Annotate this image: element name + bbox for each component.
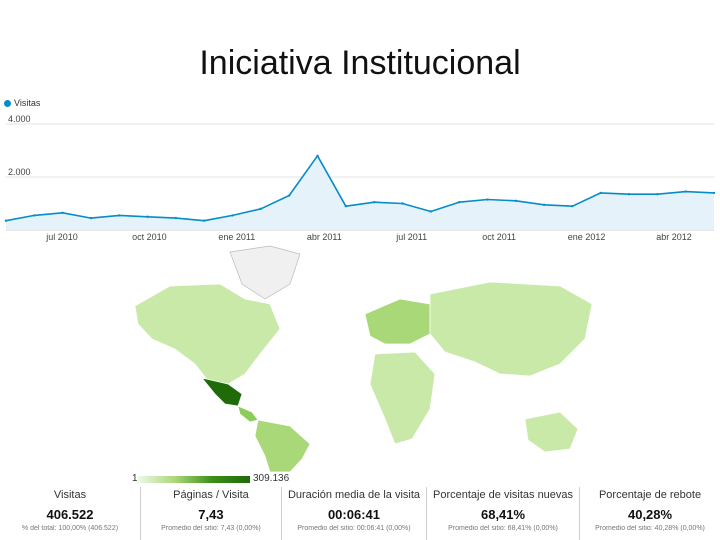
metric-subtext: % del total: 100,00% (406.522) <box>21 525 119 532</box>
data-point <box>146 215 149 218</box>
x-tick-label: jul 2010 <box>45 232 78 242</box>
data-point <box>316 154 319 157</box>
series-line <box>5 155 715 222</box>
metric-avg-duration[interactable]: Duración media de la visita 00:06:41 Pro… <box>282 487 428 540</box>
scale-min-label: 1 <box>132 473 138 484</box>
x-tick-label: oct 2010 <box>132 232 167 242</box>
data-point <box>344 204 348 208</box>
metric-value: 68,41% <box>480 507 526 522</box>
data-point <box>571 204 574 208</box>
metric-label: Porcentaje de rebote <box>598 489 702 501</box>
scale-max-label: 309.136 <box>253 473 290 484</box>
metric-label: Páginas / Visita <box>173 489 249 501</box>
metric-new-visits[interactable]: Porcentaje de visitas nuevas 68,41% Prom… <box>427 487 581 540</box>
world-map[interactable] <box>130 244 600 473</box>
data-point <box>457 200 461 204</box>
data-point <box>174 216 178 220</box>
data-point <box>288 194 291 197</box>
data-point <box>486 198 489 201</box>
data-point <box>401 202 404 205</box>
metric-subtext: Promedio del sitio: 00:06:41 (0,00%) <box>297 525 411 532</box>
map-region-central-america <box>237 405 259 423</box>
data-point <box>203 219 206 222</box>
map-region-greenland <box>229 245 301 300</box>
metric-label: Visitas <box>53 489 87 501</box>
data-point <box>627 193 631 196</box>
y-tick-label: 4.000 <box>8 114 31 124</box>
x-tick-label: ene 2011 <box>218 232 255 242</box>
metric-label: Porcentaje de visitas nuevas <box>433 489 574 501</box>
metric-pages-per-visit[interactable]: Páginas / Visita 7,43 Promedio del sitio… <box>141 487 282 540</box>
series-dot-icon <box>4 99 11 107</box>
data-point <box>542 203 546 207</box>
data-point <box>429 210 432 213</box>
map-region-south-america <box>254 419 311 473</box>
data-point <box>118 214 121 217</box>
map-region-europe <box>364 298 431 345</box>
metric-label: Duración media de la visita <box>287 489 421 501</box>
data-point <box>33 214 36 217</box>
y-tick-label: 2.000 <box>8 167 31 177</box>
map-region-australia <box>524 411 579 453</box>
metric-subtext: Promedio del sitio: 68,41% (0,00%) <box>448 525 558 532</box>
legend-label: Visitas <box>14 98 41 108</box>
x-tick-label: abr 2012 <box>656 232 692 242</box>
series-area <box>6 155 714 230</box>
data-point <box>599 191 602 195</box>
data-point <box>514 199 517 203</box>
map-region-north-america <box>134 283 281 387</box>
data-point <box>89 216 93 220</box>
data-point <box>372 200 376 204</box>
metric-value: 00:06:41 <box>327 507 380 522</box>
metric-value: 406.522 <box>46 507 94 522</box>
data-point <box>656 193 659 196</box>
data-point <box>684 190 687 193</box>
slide-title: Iniciativa Institucional <box>199 44 521 82</box>
metric-subtext: Promedio del sitio: 40,28% (0,00%) <box>595 525 705 532</box>
x-tick-label: ene 2012 <box>568 232 606 242</box>
data-point <box>231 214 234 217</box>
map-color-scale: 1 309.136 <box>130 473 290 487</box>
scale-gradient-bar <box>138 476 250 483</box>
map-region-africa <box>369 351 436 445</box>
chart-legend[interactable]: Visitas <box>4 98 40 108</box>
metric-value: 7,43 <box>198 507 224 522</box>
x-tick-label: jul 2011 <box>395 232 427 242</box>
data-point <box>4 219 8 222</box>
data-point <box>712 191 716 195</box>
map-region-asia <box>429 281 593 377</box>
metric-subtext: Promedio del sitio: 7,43 (0,00%) <box>161 525 261 532</box>
summary-metrics: Visitas 406.522 % del total: 100,00% (40… <box>0 487 720 540</box>
metric-value: 40,28% <box>627 507 673 522</box>
metric-visits[interactable]: Visitas 406.522 % del total: 100,00% (40… <box>0 487 141 540</box>
visits-line-chart: 4.000 2.000 jul 2010 oct 2010 ene 2011 abr 20… <box>0 96 720 246</box>
line-chart-svg: 4.000 2.000 jul 2010 oct 2010 ene 2011 abr 20… <box>4 114 716 242</box>
data-point <box>259 207 263 210</box>
metric-bounce-rate[interactable]: Porcentaje de rebote 40,28% Promedio del… <box>580 487 720 540</box>
data-point <box>61 211 64 214</box>
x-tick-label: oct 2011 <box>482 232 516 242</box>
world-map-svg <box>134 245 593 473</box>
x-tick-label: abr 2011 <box>307 232 342 242</box>
